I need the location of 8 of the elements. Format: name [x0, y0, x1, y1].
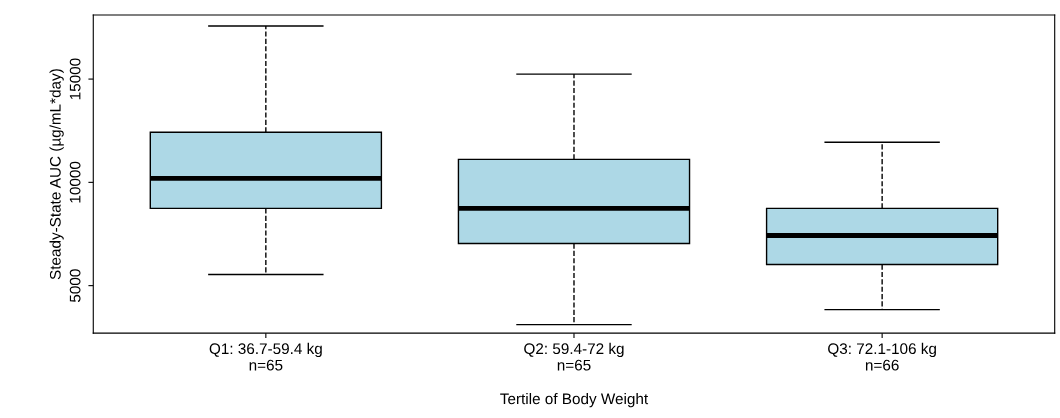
x-axis-title: Tertile of Body Weight	[500, 393, 649, 408]
y-axis-title: Steady-State AUC (µg/mL*day)	[49, 69, 64, 280]
x-tick-label: Q2: 59.4-72 kg n=65	[524, 342, 624, 371]
y-tick-label: 10000	[69, 161, 81, 203]
x-tick-label: Q3: 72.1-106 kg n=66	[828, 342, 936, 371]
x-tick-label: Q1: 36.7-59.4 kg n=65	[209, 342, 322, 371]
y-tick-label: 15000	[69, 58, 81, 100]
y-tick-label: 5000	[69, 269, 81, 303]
